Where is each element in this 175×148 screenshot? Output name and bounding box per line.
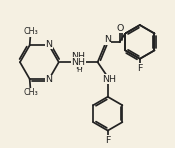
Text: NH: NH — [102, 75, 116, 84]
Text: F: F — [105, 136, 110, 145]
Text: N: N — [46, 75, 52, 84]
Text: N: N — [46, 40, 52, 49]
Text: H: H — [76, 67, 82, 73]
Text: NH
H: NH H — [71, 52, 85, 71]
Text: F: F — [137, 64, 142, 73]
Text: N: N — [104, 35, 111, 44]
Text: CH₃: CH₃ — [23, 27, 38, 36]
Text: CH₃: CH₃ — [23, 88, 38, 97]
Text: O: O — [117, 24, 124, 33]
Text: NH: NH — [71, 58, 85, 67]
